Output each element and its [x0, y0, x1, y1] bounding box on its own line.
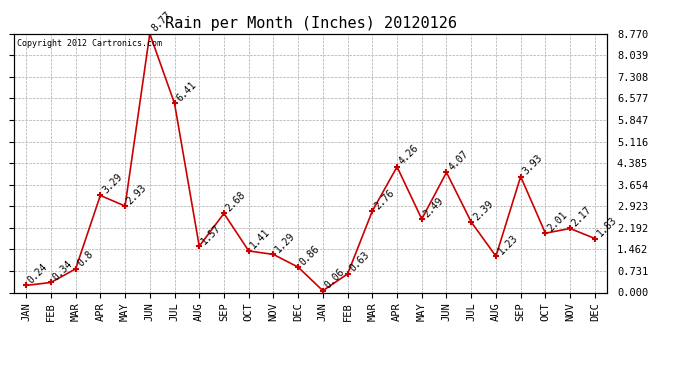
Text: 2.49: 2.49: [422, 195, 446, 219]
Text: 1.23: 1.23: [496, 232, 520, 256]
Text: 4.07: 4.07: [446, 149, 470, 172]
Text: 2.68: 2.68: [224, 190, 248, 213]
Text: 0.06: 0.06: [323, 267, 346, 291]
Text: 0.63: 0.63: [348, 250, 371, 274]
Text: 2.17: 2.17: [570, 205, 594, 228]
Text: 6.41: 6.41: [175, 80, 198, 104]
Text: 0.86: 0.86: [298, 243, 322, 267]
Text: 2.76: 2.76: [373, 188, 396, 211]
Text: 0.34: 0.34: [51, 259, 75, 282]
Text: 1.57: 1.57: [199, 222, 223, 246]
Text: 2.39: 2.39: [471, 198, 495, 222]
Text: 3.29: 3.29: [100, 172, 124, 195]
Text: 2.01: 2.01: [545, 210, 569, 233]
Text: 1.29: 1.29: [273, 231, 297, 255]
Text: 3.93: 3.93: [521, 153, 544, 177]
Text: 2.93: 2.93: [125, 182, 149, 206]
Text: 0.24: 0.24: [26, 262, 50, 285]
Text: Copyright 2012 Cartronics.com: Copyright 2012 Cartronics.com: [17, 39, 161, 48]
Text: 1.83: 1.83: [595, 215, 618, 238]
Text: 4.26: 4.26: [397, 143, 421, 167]
Text: 0.8: 0.8: [76, 249, 95, 269]
Title: Rain per Month (Inches) 20120126: Rain per Month (Inches) 20120126: [164, 16, 457, 31]
Text: 1.41: 1.41: [248, 227, 273, 251]
Text: 8.77: 8.77: [150, 10, 173, 34]
